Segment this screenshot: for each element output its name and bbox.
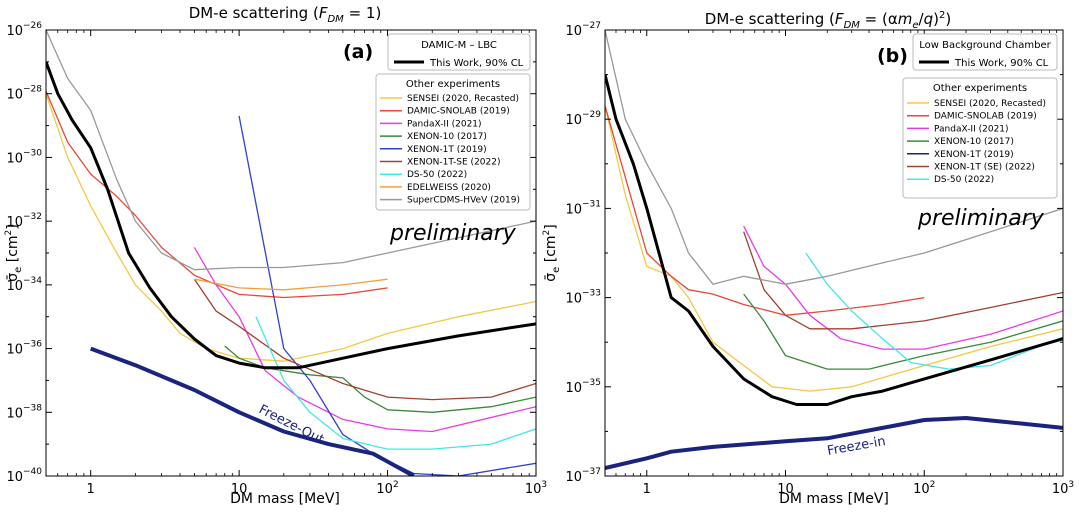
series-sensei-2020-recasted bbox=[46, 93, 536, 362]
series-xenon-10-2017 bbox=[743, 293, 1063, 370]
panel-a-axes: 1 10 102 103 10−40 10−38 10−36 10−34 10−32 10−30 1… bbox=[6, 21, 547, 497]
legend-entry: XENON-1T (SE) (2022) bbox=[934, 163, 1035, 173]
series-damic-snolab-2019 bbox=[46, 90, 388, 299]
x-tick-label: 10 bbox=[777, 482, 794, 497]
series-pandax-ii-2021 bbox=[193, 247, 536, 433]
x-tick-label: 102 bbox=[913, 480, 935, 497]
panel-a: DM-e scattering (FDM = 1) 1 10 102 103 10−40… bbox=[4, 4, 547, 507]
panel-a-watermark: preliminary bbox=[389, 221, 517, 246]
legend-entry: XENON-10 (2017) bbox=[934, 137, 1014, 147]
y-tick-label: 10−29 bbox=[565, 110, 601, 128]
x-tick-label: 102 bbox=[376, 480, 398, 497]
x-tick-label: 1 bbox=[643, 482, 651, 497]
panel-b-legend-main-entry: This Work, 90% CL bbox=[954, 58, 1049, 69]
panel-b-legend-other: Other experiments SENSEI (2020, Recasted… bbox=[902, 77, 1058, 199]
series-ds-50-2022 bbox=[255, 316, 536, 450]
legend-entry: XENON-1T (2019) bbox=[934, 150, 1014, 160]
legend-entry: SENSEI (2020, Recasted) bbox=[934, 99, 1046, 109]
y-tick-label: 10−36 bbox=[6, 340, 42, 358]
y-tick-label: 10−32 bbox=[6, 212, 42, 230]
x-tick-label: 1 bbox=[87, 482, 95, 497]
legend-entry: XENON-1T-SE (2022) bbox=[407, 158, 500, 168]
panel-b-plot-area bbox=[605, 30, 1063, 471]
series-supercdms-hvev-2019 bbox=[46, 30, 536, 271]
y-tick-label: 10−30 bbox=[6, 148, 42, 166]
legend-entry: DAMIC-SNOLAB (2019) bbox=[934, 112, 1037, 122]
panel-a-legend-main: DAMIC-M – LBC This Work, 90% CL bbox=[387, 33, 531, 71]
series-ds-50-2022 bbox=[805, 252, 1063, 370]
y-tick-label: 10−37 bbox=[565, 467, 601, 485]
series-freeze-in bbox=[605, 416, 1063, 471]
series-this-work-90-cl bbox=[605, 74, 1063, 406]
x-tick-label: 103 bbox=[525, 480, 547, 497]
y-tick-label: 10−33 bbox=[565, 289, 601, 307]
y-tick-label: 10−27 bbox=[565, 21, 601, 39]
panel-b-legend-other-title: Other experiments bbox=[933, 83, 1027, 94]
legend-entry: PandaX-II (2021) bbox=[407, 119, 482, 129]
panel-a-label: (a) bbox=[343, 41, 373, 63]
y-tick-label: 10−35 bbox=[565, 378, 601, 396]
series-damic-snolab-2019 bbox=[605, 105, 925, 316]
panel-b-label: (b) bbox=[877, 45, 908, 67]
series-supercdms-hvev-2019 bbox=[605, 30, 1063, 285]
legend-entry: SuperCDMS-HVeV (2019) bbox=[407, 196, 520, 206]
panel-a-legend-other-title: Other experiments bbox=[406, 79, 500, 90]
series-freeze-out bbox=[90, 346, 415, 476]
panel-a-legend-other-box bbox=[375, 73, 531, 211]
series-this-work-90-cl bbox=[46, 61, 536, 370]
panel-b-title: DM-e scattering (FDM = (αme/q)2) bbox=[705, 10, 951, 31]
panel-b-legend-other-box bbox=[902, 77, 1058, 199]
legend-entry: DAMIC-SNOLAB (2019) bbox=[407, 107, 510, 117]
panel-b-axes: 1 10 102 103 10−37 10−35 10−33 10−31 10−29 10−27 bbox=[565, 21, 1074, 497]
y-tick-label: 10−26 bbox=[6, 21, 42, 39]
legend-entry: SENSEI (2020, Recasted) bbox=[407, 94, 519, 104]
panel-a-xlabel: DM mass [MeV] bbox=[230, 491, 340, 507]
panel-b: DM-e scattering (FDM = (αme/q)2) 1 10 102 1… bbox=[542, 10, 1074, 507]
panel-a-plot-area bbox=[46, 30, 536, 476]
panel-b-legend-main-title: Low Background Chamber bbox=[919, 40, 1051, 51]
panel-a-title: DM-e scattering (FDM = 1) bbox=[189, 4, 382, 25]
legend-entry: DS-50 (2022) bbox=[407, 170, 467, 180]
legend-entry: DS-50 (2022) bbox=[934, 175, 994, 185]
panel-a-ylabel: σ̄e [cm2] bbox=[4, 224, 24, 281]
series-xenon-1t-se-2022 bbox=[743, 231, 1063, 330]
y-tick-label: 10−40 bbox=[6, 467, 42, 485]
y-tick-label: 10−28 bbox=[6, 85, 42, 103]
x-tick-label: 103 bbox=[1052, 480, 1074, 497]
legend-entry: XENON-1T (2019) bbox=[407, 145, 487, 155]
series-xenon-1t-se-2022 bbox=[193, 278, 536, 401]
series-edelweiss-2020 bbox=[194, 278, 388, 291]
panel-a-legend-other: Other experiments SENSEI (2020, Recasted… bbox=[375, 73, 531, 211]
panel-b-ylabel: σ̄e [cm2] bbox=[542, 224, 562, 281]
panel-b-watermark: preliminary bbox=[917, 206, 1045, 231]
series-pandax-ii-2021 bbox=[743, 225, 1063, 350]
legend-entry: XENON-10 (2017) bbox=[407, 132, 487, 142]
legend-entry: EDELWEISS (2020) bbox=[407, 183, 491, 193]
panel-a-legend-main-entry: This Work, 90% CL bbox=[429, 58, 524, 69]
panel-a-legend-main-title: DAMIC-M – LBC bbox=[421, 40, 497, 51]
y-tick-label: 10−31 bbox=[565, 199, 601, 217]
y-tick-label: 10−34 bbox=[6, 276, 42, 294]
legend-entry: PandaX-II (2021) bbox=[934, 124, 1009, 134]
series-xenon-10-2017 bbox=[224, 345, 536, 413]
x-tick-label: 10 bbox=[231, 482, 248, 497]
panel-b-xlabel: DM mass [MeV] bbox=[779, 491, 889, 507]
panel-b-legend-main: Low Background Chamber This Work, 90% CL bbox=[912, 33, 1058, 71]
y-tick-label: 10−38 bbox=[6, 403, 42, 421]
